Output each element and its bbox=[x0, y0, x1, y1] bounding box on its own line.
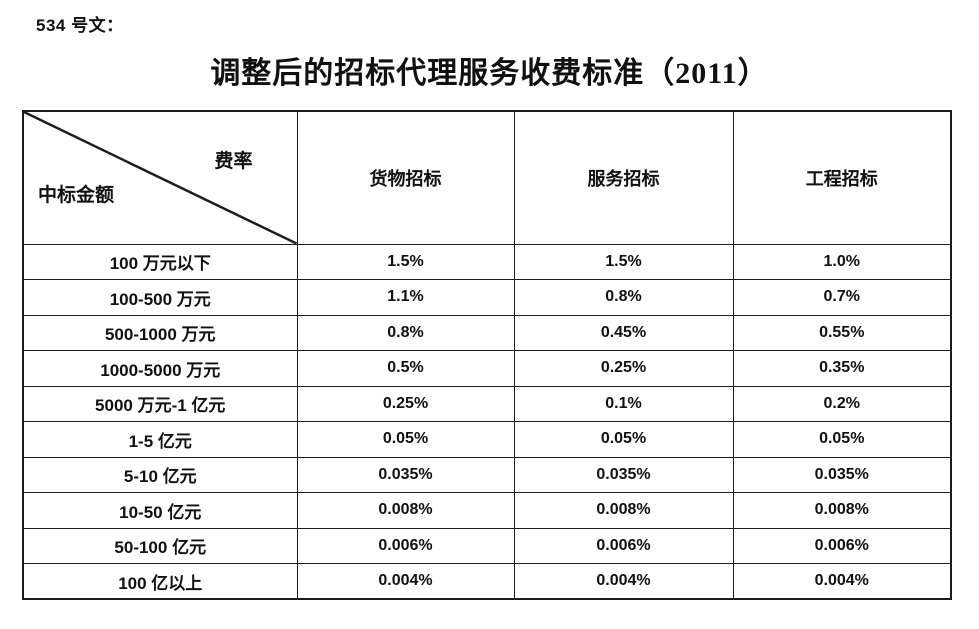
row-label-cell: 5-10 亿元 bbox=[22, 456, 298, 493]
row-label-cell: 500-1000 万元 bbox=[22, 314, 298, 351]
column-header-service: 服务招标 bbox=[513, 110, 734, 245]
fee-cell: 0.05% bbox=[732, 421, 952, 458]
table-row: 500-1000 万元 0.8% 0.45% 0.55% bbox=[22, 314, 952, 351]
fee-cell: 0.006% bbox=[732, 527, 952, 564]
row-label-cell: 1-5 亿元 bbox=[22, 421, 298, 458]
fee-cell: 0.45% bbox=[513, 314, 734, 351]
table-row: 10-50 亿元 0.008% 0.008% 0.008% bbox=[22, 492, 952, 529]
diagonal-divider-line bbox=[24, 112, 296, 243]
fee-cell: 0.05% bbox=[513, 421, 734, 458]
table-row: 50-100 亿元 0.006% 0.006% 0.006% bbox=[22, 527, 952, 564]
column-header-goods: 货物招标 bbox=[296, 110, 515, 245]
fee-cell: 0.006% bbox=[513, 527, 734, 564]
fee-cell: 0.006% bbox=[296, 527, 515, 564]
fee-cell: 0.05% bbox=[296, 421, 515, 458]
fee-cell: 0.1% bbox=[513, 385, 734, 422]
table-header-row: 费率 中标金额 货物招标 服务招标 工程招标 bbox=[22, 110, 952, 245]
fee-cell: 1.1% bbox=[296, 279, 515, 316]
table-row: 1-5 亿元 0.05% 0.05% 0.05% bbox=[22, 421, 952, 458]
corner-label-amount: 中标金额 bbox=[38, 185, 115, 206]
fee-cell: 0.035% bbox=[732, 456, 952, 493]
fee-cell: 0.5% bbox=[296, 350, 515, 387]
fee-cell: 0.008% bbox=[732, 492, 952, 529]
fee-cell: 0.004% bbox=[513, 563, 734, 600]
row-label-cell: 10-50 亿元 bbox=[22, 492, 298, 529]
fee-cell: 0.8% bbox=[296, 314, 515, 351]
fee-cell: 0.008% bbox=[513, 492, 734, 529]
fee-cell: 0.7% bbox=[732, 279, 952, 316]
fee-cell: 0.035% bbox=[513, 456, 734, 493]
fee-cell: 0.008% bbox=[296, 492, 515, 529]
row-label-cell: 100 万元以下 bbox=[22, 243, 298, 280]
document-ref-number: 534 号文： bbox=[36, 16, 124, 35]
fee-rate-table: 费率 中标金额 货物招标 服务招标 工程招标 100 万元以下 1.5% 1.5… bbox=[22, 110, 952, 600]
fee-cell: 0.004% bbox=[296, 563, 515, 600]
corner-label-rate: 费率 bbox=[214, 151, 253, 172]
row-label-cell: 1000-5000 万元 bbox=[22, 350, 298, 387]
row-label-cell: 5000 万元-1 亿元 bbox=[22, 385, 298, 422]
fee-cell: 0.004% bbox=[732, 563, 952, 600]
fee-cell: 0.25% bbox=[296, 385, 515, 422]
diagonal-corner-cell: 费率 中标金额 bbox=[22, 110, 298, 245]
fee-cell: 1.5% bbox=[296, 243, 515, 280]
table-row: 5-10 亿元 0.035% 0.035% 0.035% bbox=[22, 456, 952, 493]
fee-cell: 0.55% bbox=[732, 314, 952, 351]
table-row: 100 万元以下 1.5% 1.5% 1.0% bbox=[22, 243, 952, 280]
column-header-works: 工程招标 bbox=[732, 110, 952, 245]
table-row: 1000-5000 万元 0.5% 0.25% 0.35% bbox=[22, 350, 952, 387]
fee-cell: 1.0% bbox=[732, 243, 952, 280]
fee-cell: 0.8% bbox=[513, 279, 734, 316]
fee-cell: 1.5% bbox=[513, 243, 734, 280]
table-row: 100 亿以上 0.004% 0.004% 0.004% bbox=[22, 563, 952, 600]
page-title: 调整后的招标代理服务收费标准（2011） bbox=[210, 57, 769, 90]
table-row: 5000 万元-1 亿元 0.25% 0.1% 0.2% bbox=[22, 385, 952, 422]
table-row: 100-500 万元 1.1% 0.8% 0.7% bbox=[22, 279, 952, 316]
row-label-cell: 50-100 亿元 bbox=[22, 527, 298, 564]
fee-cell: 0.35% bbox=[732, 350, 952, 387]
fee-cell: 0.2% bbox=[732, 385, 952, 422]
fee-cell: 0.035% bbox=[296, 456, 515, 493]
row-label-cell: 100-500 万元 bbox=[22, 279, 298, 316]
row-label-cell: 100 亿以上 bbox=[22, 563, 298, 600]
fee-cell: 0.25% bbox=[513, 350, 734, 387]
